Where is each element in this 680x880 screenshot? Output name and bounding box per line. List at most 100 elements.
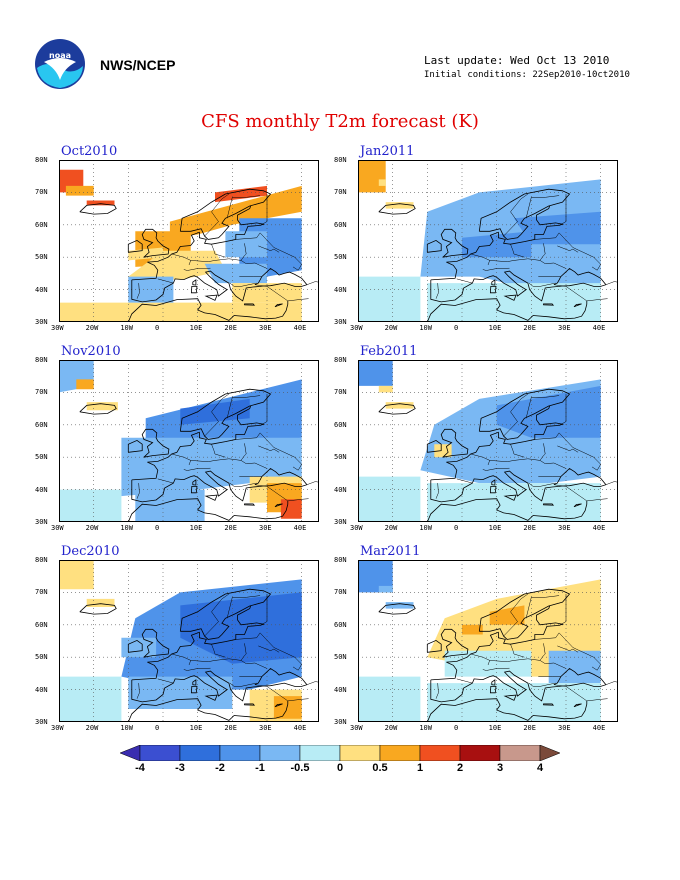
map-panel-dec2010: Dec2010 80N 70N 60N 50N 40N 30N 30W 20W 10W 0 10E 2… <box>35 544 319 732</box>
coastline <box>204 193 230 237</box>
lat-label: 50N <box>334 653 347 662</box>
coastline <box>534 432 560 440</box>
anomaly-region <box>427 483 601 522</box>
coastline <box>426 639 442 653</box>
lon-label: 20E <box>523 724 536 732</box>
coastline <box>254 484 309 502</box>
coastline <box>131 267 308 303</box>
lon-label: 20E <box>523 324 536 332</box>
coastline <box>259 432 303 471</box>
coastline <box>426 439 442 453</box>
coastline <box>192 279 197 286</box>
coastline <box>306 281 319 285</box>
lat-label: 30N <box>334 318 347 326</box>
lat-label: 70N <box>35 388 48 397</box>
coastline <box>190 658 247 664</box>
map-panel-oct2010: Oct2010 80N 70N 60N 50N 40N 30N 30W 20W 10W 0 10E 2… <box>35 144 319 332</box>
lat-label: 80N <box>35 356 48 364</box>
coastline <box>534 632 560 640</box>
coastline <box>510 244 525 258</box>
coastline <box>171 453 192 466</box>
anomaly-region <box>128 276 174 303</box>
coastline <box>131 467 308 503</box>
lat-label: 40N <box>35 485 48 494</box>
coastline <box>503 393 529 437</box>
anomaly-region <box>358 360 393 386</box>
lat-label: 80N <box>35 156 48 164</box>
coastline <box>204 694 218 701</box>
anomaly-region <box>548 650 601 684</box>
anomaly-region <box>378 385 393 393</box>
coastline <box>510 444 525 458</box>
anomaly-region <box>128 250 226 280</box>
lat-label: 50N <box>334 453 347 462</box>
coastline <box>528 482 556 487</box>
coastline <box>503 193 529 237</box>
coastline <box>543 503 555 506</box>
lat-label: 80N <box>35 556 48 564</box>
coastline <box>183 467 211 471</box>
anomaly-region <box>427 683 601 722</box>
coastline <box>240 443 247 461</box>
lon-label: 30W <box>350 324 363 332</box>
lat-label: 50N <box>334 253 347 262</box>
coastline <box>127 498 289 522</box>
lon-label: 40E <box>293 724 307 732</box>
anomaly-region <box>434 444 452 458</box>
coastline <box>525 595 560 619</box>
coastline <box>258 245 280 253</box>
lon-label: 20W <box>85 524 99 532</box>
colorbar-segment <box>379 745 421 761</box>
panel-title: Oct2010 <box>61 144 118 159</box>
map-panel-mar2011: Mar2011 80N 70N 60N 50N 40N 30N 30W 20W 10W 0 10E 2… <box>334 544 618 732</box>
coastline <box>259 194 268 226</box>
anomaly-region <box>128 247 163 261</box>
colorbar-segment <box>120 745 141 761</box>
coastline <box>190 686 198 694</box>
coastline <box>456 478 473 484</box>
coastline <box>503 593 529 637</box>
coastline <box>543 703 555 706</box>
map-panel-nov2010: Nov2010 80N 70N 60N 50N 40N 30N 30W 20W 10W 0 10E 2… <box>35 344 319 532</box>
lon-label: 30W <box>51 724 64 732</box>
coastline <box>244 503 256 506</box>
lon-label: 20E <box>523 524 536 532</box>
lon-label: 0 <box>454 324 459 332</box>
coastline <box>605 681 618 685</box>
coastline <box>528 282 556 287</box>
lon-label: 10W <box>419 724 432 732</box>
coastline <box>136 283 140 299</box>
coastline <box>553 484 608 502</box>
colorbar-label: -1 <box>255 762 265 774</box>
coastline <box>525 195 560 219</box>
coastline <box>558 194 567 226</box>
lon-label: 40E <box>293 324 307 332</box>
lat-label: 70N <box>334 388 347 397</box>
coastline <box>235 632 261 640</box>
coastline <box>378 203 416 215</box>
anomaly-region <box>65 185 94 196</box>
lat-label: 60N <box>35 620 48 629</box>
forecast-map <box>59 160 319 322</box>
map-panel-jan2011: Jan2011 80N 70N 60N 50N 40N 30N 30W 20W 10W 0 10E 2… <box>334 144 618 332</box>
anomaly-region <box>514 211 601 245</box>
map-panel-feb2011: Feb2011 80N 70N 60N 50N 40N 30N 30W 20W 10W 0 10E 2… <box>334 344 618 532</box>
coastline <box>235 432 261 440</box>
coastline <box>204 393 230 437</box>
coastline <box>558 232 602 271</box>
coastline <box>378 603 416 615</box>
lat-label: 40N <box>334 485 347 494</box>
coastline <box>274 503 283 508</box>
lat-label: 80N <box>334 356 347 364</box>
anomaly-region <box>358 476 421 522</box>
coastline <box>558 394 567 426</box>
coastline <box>157 478 174 484</box>
coastline <box>204 294 218 301</box>
coastline <box>558 594 567 626</box>
coastline <box>190 458 247 464</box>
coastline <box>430 205 565 281</box>
lat-label: 70N <box>35 188 48 197</box>
coastline <box>246 462 268 469</box>
coastline <box>503 694 517 701</box>
lon-label: 20E <box>224 324 237 332</box>
